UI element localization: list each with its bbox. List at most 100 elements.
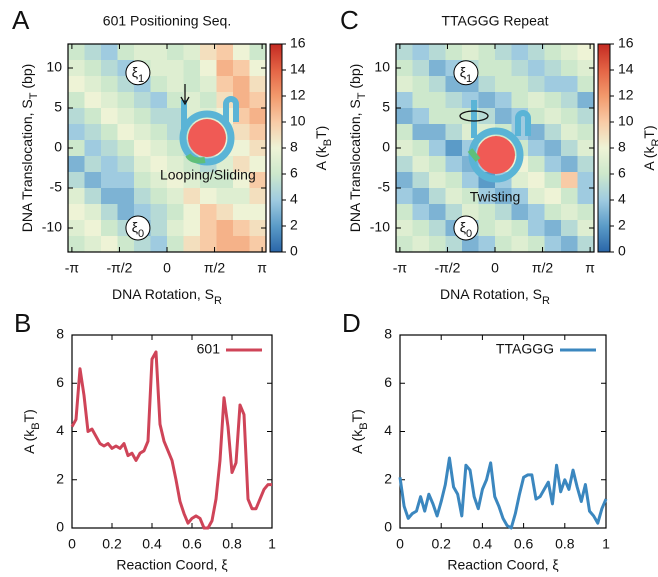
y-axis-label-part: (bp) [347, 64, 363, 93]
heat-cell [249, 236, 267, 253]
heat-cell [68, 188, 85, 205]
heat-cell [150, 60, 168, 77]
heat-cell [117, 44, 135, 61]
x-axis-label-part: R [542, 295, 550, 307]
heat-cell [249, 124, 267, 141]
heat-cell [429, 44, 446, 61]
heat-cell [412, 172, 430, 189]
heat-cell [84, 108, 102, 125]
x-axis-label-part: DNA Rotation, S [112, 286, 214, 302]
heat-cell [528, 108, 545, 125]
colorbar-tick-label: 6 [618, 165, 626, 181]
heat-cell [429, 236, 446, 253]
heat-cell [183, 220, 201, 237]
heat-cell [68, 76, 85, 93]
x-tick-label: 0.2 [102, 536, 122, 552]
heat-cell [511, 220, 529, 237]
heat-cell [233, 188, 250, 205]
y-tick-label: 8 [384, 326, 392, 342]
heat-cell [68, 236, 85, 253]
heat-cell [561, 60, 578, 77]
y-axis-label: A (kBT) [21, 409, 42, 454]
heat-cell [150, 236, 168, 253]
heat-cell [183, 172, 201, 189]
colorbar-tick-label: 0 [290, 243, 298, 259]
heat-cell [200, 76, 217, 93]
colorbar-tick-label: 12 [290, 87, 306, 103]
heat-cell [478, 92, 496, 109]
heat-cell [117, 204, 135, 221]
path-end-label: ξ1 [132, 64, 144, 85]
heat-cell [478, 220, 496, 237]
heat-cell [412, 156, 430, 173]
heat-cell [412, 188, 430, 205]
x-axis-label: DNA Rotation, SR [440, 286, 550, 307]
y-tick-label: 0 [56, 519, 64, 535]
heat-cell [495, 60, 512, 77]
heat-cell [183, 60, 201, 77]
colorbar-tick-label: 8 [618, 139, 626, 155]
heat-cell [233, 220, 250, 237]
heat-cell [544, 156, 562, 173]
y-tick-label: 0 [384, 519, 392, 535]
heat-cell [445, 92, 463, 109]
colorbar-tick-label: 8 [290, 139, 298, 155]
heat-cell [396, 92, 413, 109]
heat-cell [544, 188, 562, 205]
heat-cell [577, 108, 595, 125]
heat-cell [216, 204, 234, 221]
path-end-label-part: 0 [138, 228, 144, 240]
heat-cell [150, 204, 168, 221]
heat-cell [249, 76, 267, 93]
heat-cell [101, 76, 118, 93]
panel-letter: C [340, 5, 359, 35]
heat-cell [495, 188, 512, 205]
heat-cell [249, 188, 267, 205]
heat-cell [561, 44, 578, 61]
heat-cell [462, 188, 479, 205]
heat-cell [561, 204, 578, 221]
colorbar-tick-label: 10 [618, 113, 634, 129]
heat-cell [478, 188, 496, 205]
colorbar-tick-label: 2 [290, 217, 298, 233]
heat-cell [445, 44, 463, 61]
heat-cell [117, 108, 135, 125]
colorbar-tick-label: 2 [618, 217, 626, 233]
y-tick-label: -10 [370, 219, 390, 235]
heat-cell [150, 44, 168, 61]
legend-label: 601 [197, 341, 221, 357]
heat-cell [429, 172, 446, 189]
heat-cell [528, 92, 545, 109]
colorbar-label-part: R [650, 139, 658, 147]
x-axis-label-part: R [214, 295, 222, 307]
heat-cell [577, 76, 595, 93]
heat-cell [577, 140, 595, 157]
heat-cell [200, 172, 217, 189]
y-axis-label-part: T [356, 92, 368, 99]
x-tick-label: 1 [268, 536, 276, 552]
colorbar-label-part: A (k [641, 146, 657, 171]
heat-cell [84, 76, 102, 93]
x-tick-label: 0.4 [473, 536, 493, 552]
x-tick-label: -π/2 [106, 260, 132, 276]
heat-cell [101, 60, 118, 77]
y-tick-label: 4 [56, 422, 64, 438]
heat-cell [429, 124, 446, 141]
x-tick-label: -π [65, 260, 80, 276]
heat-cell [200, 204, 217, 221]
heat-cell [561, 172, 578, 189]
heat-cell [429, 108, 446, 125]
heat-cell [167, 140, 184, 157]
heat-cell [216, 76, 234, 93]
x-tick-label: 0 [68, 536, 76, 552]
heat-cell [528, 220, 545, 237]
colorbar-tick-label: 12 [618, 87, 634, 103]
heat-cell [561, 156, 578, 173]
heat-cell [101, 124, 118, 141]
y-tick-label: 10 [46, 59, 62, 75]
x-tick-label: 0.6 [182, 536, 202, 552]
x-tick-label: π [585, 260, 595, 276]
y-tick-label: 6 [56, 374, 64, 390]
heat-cell [249, 44, 267, 61]
